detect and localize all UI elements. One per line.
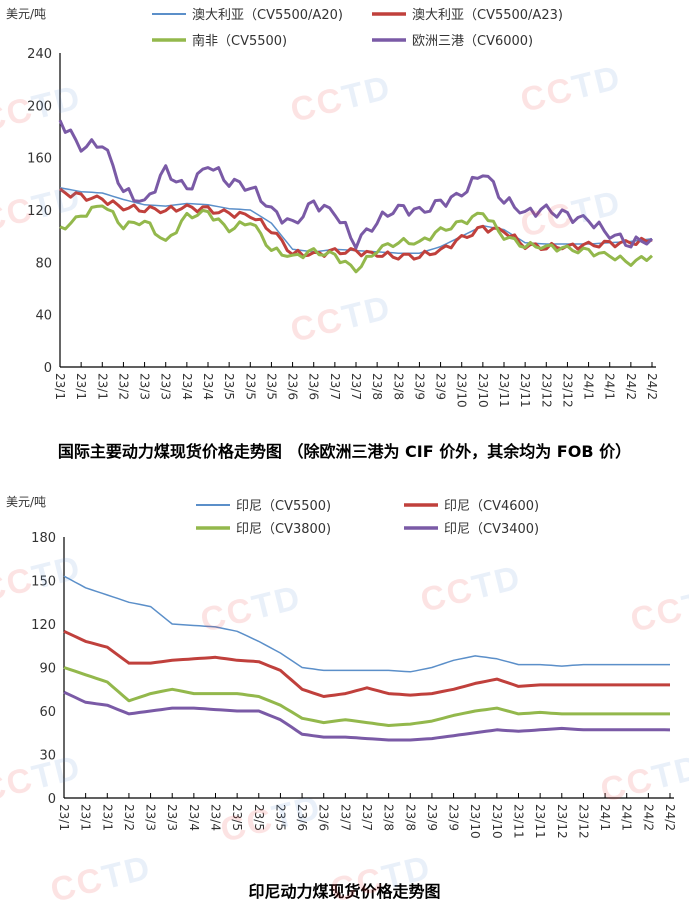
x-tick-label: 23/9: [447, 804, 461, 831]
x-tick-label: 23/8: [403, 804, 417, 831]
legend-label: 欧洲三港（CV6000): [412, 34, 533, 49]
x-tick-label: 23/1: [74, 373, 88, 400]
series-line-1: [59, 187, 653, 254]
x-tick-label: 23/7: [349, 373, 363, 400]
series-line-4: [63, 690, 671, 742]
x-tick-label: 23/5: [273, 804, 287, 831]
x-tick-label: 23/4: [201, 373, 215, 400]
x-tick-label: 23/4: [209, 804, 223, 831]
indonesia-coal-price-chart: 美元/吨 0 30 60 90 120 150 180 23/1 23/1 23/1 23/2 23/3…: [6, 495, 677, 839]
x-tick-label: 23/11: [518, 373, 532, 408]
y-tick-label: 80: [35, 256, 52, 271]
x-tick-label: 23/6: [286, 373, 300, 400]
x-tick-label: 23/9: [434, 373, 448, 400]
x-tick-label: 23/12: [576, 804, 590, 839]
legend-label: 南非（CV5500): [192, 33, 287, 49]
x-tick-label: 23/9: [412, 373, 426, 400]
x-tick-label: 23/9: [425, 804, 439, 831]
x-tick-label: 24/2: [645, 373, 659, 400]
x-tick-label: 23/11: [497, 373, 511, 408]
legend-label: 印尼（CV5500): [236, 499, 331, 514]
series-line-3: [63, 666, 670, 727]
x-tick-label: 23/12: [539, 373, 553, 408]
legend-label: 印尼（CV4600): [444, 499, 539, 514]
chart-title-indonesia: 印尼动力煤现货价格走势图: [248, 882, 441, 901]
x-tick-label: 23/5: [252, 804, 266, 831]
x-tick-label: 23/8: [391, 373, 405, 400]
x-tick-label: 23/4: [180, 373, 194, 400]
y-tick-label: 120: [27, 204, 52, 219]
legend-label: 印尼（CV3800): [236, 522, 331, 537]
y-tick-label: 180: [31, 531, 56, 546]
y-tick-label: 60: [39, 705, 56, 720]
x-tick-label: 23/8: [382, 804, 396, 831]
x-tick-label: 23/5: [243, 373, 257, 400]
x-tick-label: 24/1: [582, 373, 596, 400]
x-tick-label: 23/3: [165, 804, 179, 831]
x-tick-label: 23/12: [555, 804, 569, 839]
x-tick-label: 24/2: [663, 804, 677, 831]
y-axis-label: 美元/吨: [6, 495, 46, 509]
series-line-1: [63, 575, 670, 673]
x-tick-label: 23/3: [159, 373, 173, 400]
y-tick-label: 0: [44, 361, 52, 376]
x-tick-label: 23/6: [317, 804, 331, 831]
x-tick-label: 24/1: [620, 804, 634, 831]
series-line-4: [58, 119, 654, 250]
y-tick-label: 90: [39, 662, 56, 677]
x-tick-label: 23/5: [222, 373, 236, 400]
y-tick-label: 120: [31, 618, 56, 633]
y-tick-label: 240: [27, 47, 52, 62]
y-tick-label: 40: [35, 309, 52, 324]
y-tick-label: 150: [31, 575, 56, 590]
y-tick-label: 0: [48, 792, 56, 807]
x-tick-label: 24/2: [624, 373, 638, 400]
x-tick-label: 24/1: [603, 373, 617, 400]
series-line-2: [63, 629, 670, 698]
x-tick-label: 23/6: [295, 804, 309, 831]
x-tick-label: 23/10: [468, 804, 482, 839]
x-tick-label: 23/8: [370, 373, 384, 400]
x-tick-label: 23/6: [307, 373, 321, 400]
international-coal-price-chart: 美元/吨 0 40 80 120 160 200 240 23/1 23/1 23/1 23/2 23/…: [6, 7, 659, 408]
x-tick-label: 23/3: [138, 373, 152, 400]
x-tick-label: 23/1: [79, 804, 93, 831]
x-tick-label: 23/3: [144, 804, 158, 831]
x-tick-label: 23/10: [476, 373, 490, 408]
legend-label: 澳大利亚（CV5500/A20): [192, 7, 343, 23]
legend-label: 印尼（CV3400): [444, 522, 539, 537]
y-tick-label: 200: [27, 99, 52, 114]
x-tick-label: 23/1: [100, 804, 114, 831]
x-tick-label: 23/2: [116, 373, 130, 400]
x-tick-label: 23/1: [95, 373, 109, 400]
x-tick-label: 24/2: [641, 804, 655, 831]
x-tick-label: 23/7: [328, 373, 342, 400]
x-tick-label: 23/5: [264, 373, 278, 400]
x-tick-label: 23/1: [53, 373, 67, 400]
x-tick-label: 23/4: [187, 804, 201, 831]
x-tick-label: 23/10: [490, 804, 504, 839]
x-tick-label: 23/5: [230, 804, 244, 831]
x-tick-label: 23/7: [360, 804, 374, 831]
chart-title-international: 国际主要动力煤现货价格走势图 （除欧洲三港为 CIF 价外，其余均为 FOB 价…: [57, 442, 632, 461]
x-tick-label: 23/11: [512, 804, 526, 839]
x-tick-label: 23/10: [455, 373, 469, 408]
x-tick-label: 23/1: [57, 804, 71, 831]
x-tick-label: 23/11: [533, 804, 547, 839]
x-tick-label: 23/2: [122, 804, 136, 831]
x-tick-label: 23/7: [338, 804, 352, 831]
series-line-3: [59, 204, 653, 274]
y-axis-label: 美元/吨: [6, 7, 46, 21]
legend-label: 澳大利亚（CV5500/A23): [412, 7, 563, 23]
y-tick-label: 30: [39, 749, 56, 764]
x-tick-label: 24/1: [598, 804, 612, 831]
x-tick-label: 23/12: [560, 373, 574, 408]
y-tick-label: 160: [27, 152, 52, 167]
